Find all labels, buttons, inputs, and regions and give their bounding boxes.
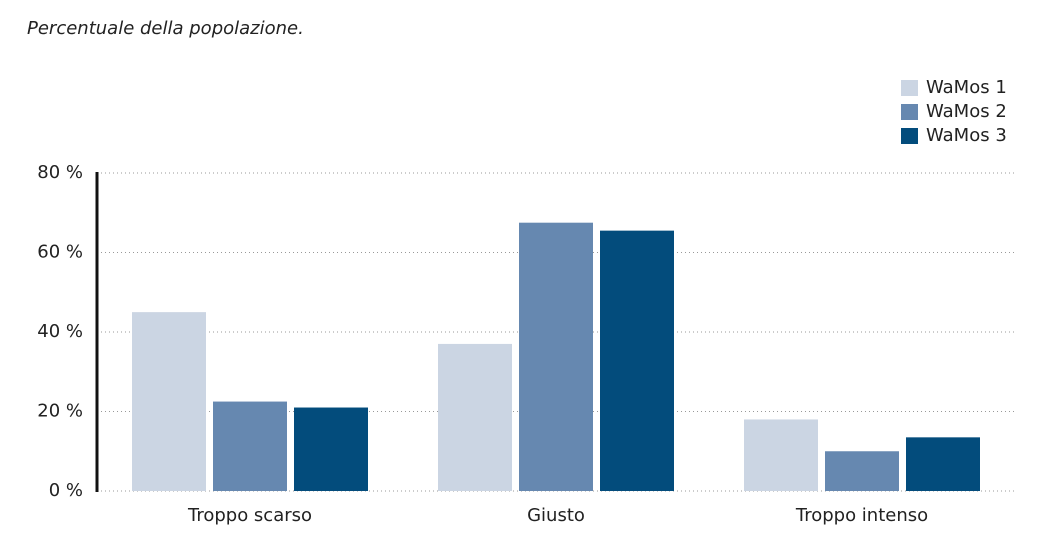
legend-label: WaMos 2 bbox=[926, 101, 1007, 122]
x-tick-label: Troppo intenso bbox=[795, 505, 928, 526]
legend-label: WaMos 3 bbox=[926, 125, 1007, 146]
bar bbox=[906, 437, 980, 491]
legend-swatch bbox=[901, 80, 918, 96]
y-tick-label: 60 % bbox=[37, 242, 83, 263]
y-tick-label: 0 % bbox=[49, 480, 83, 501]
bar bbox=[600, 230, 674, 491]
x-tick-label: Giusto bbox=[527, 505, 585, 526]
bar bbox=[438, 343, 512, 491]
bar bbox=[825, 451, 899, 491]
legend-swatch bbox=[901, 104, 918, 120]
bar bbox=[744, 419, 818, 491]
y-tick-label: 20 % bbox=[37, 401, 83, 422]
bar bbox=[213, 401, 287, 491]
bar bbox=[132, 312, 206, 491]
bar bbox=[519, 222, 593, 491]
y-tick-label: 40 % bbox=[37, 321, 83, 342]
legend-label: WaMos 1 bbox=[926, 77, 1007, 98]
x-tick-label: Troppo scarso bbox=[187, 505, 312, 526]
legend-swatch bbox=[901, 128, 918, 144]
chart-subtitle: Percentuale della popolazione. bbox=[27, 18, 304, 39]
bar bbox=[294, 407, 368, 491]
y-tick-label: 80 % bbox=[37, 162, 83, 183]
